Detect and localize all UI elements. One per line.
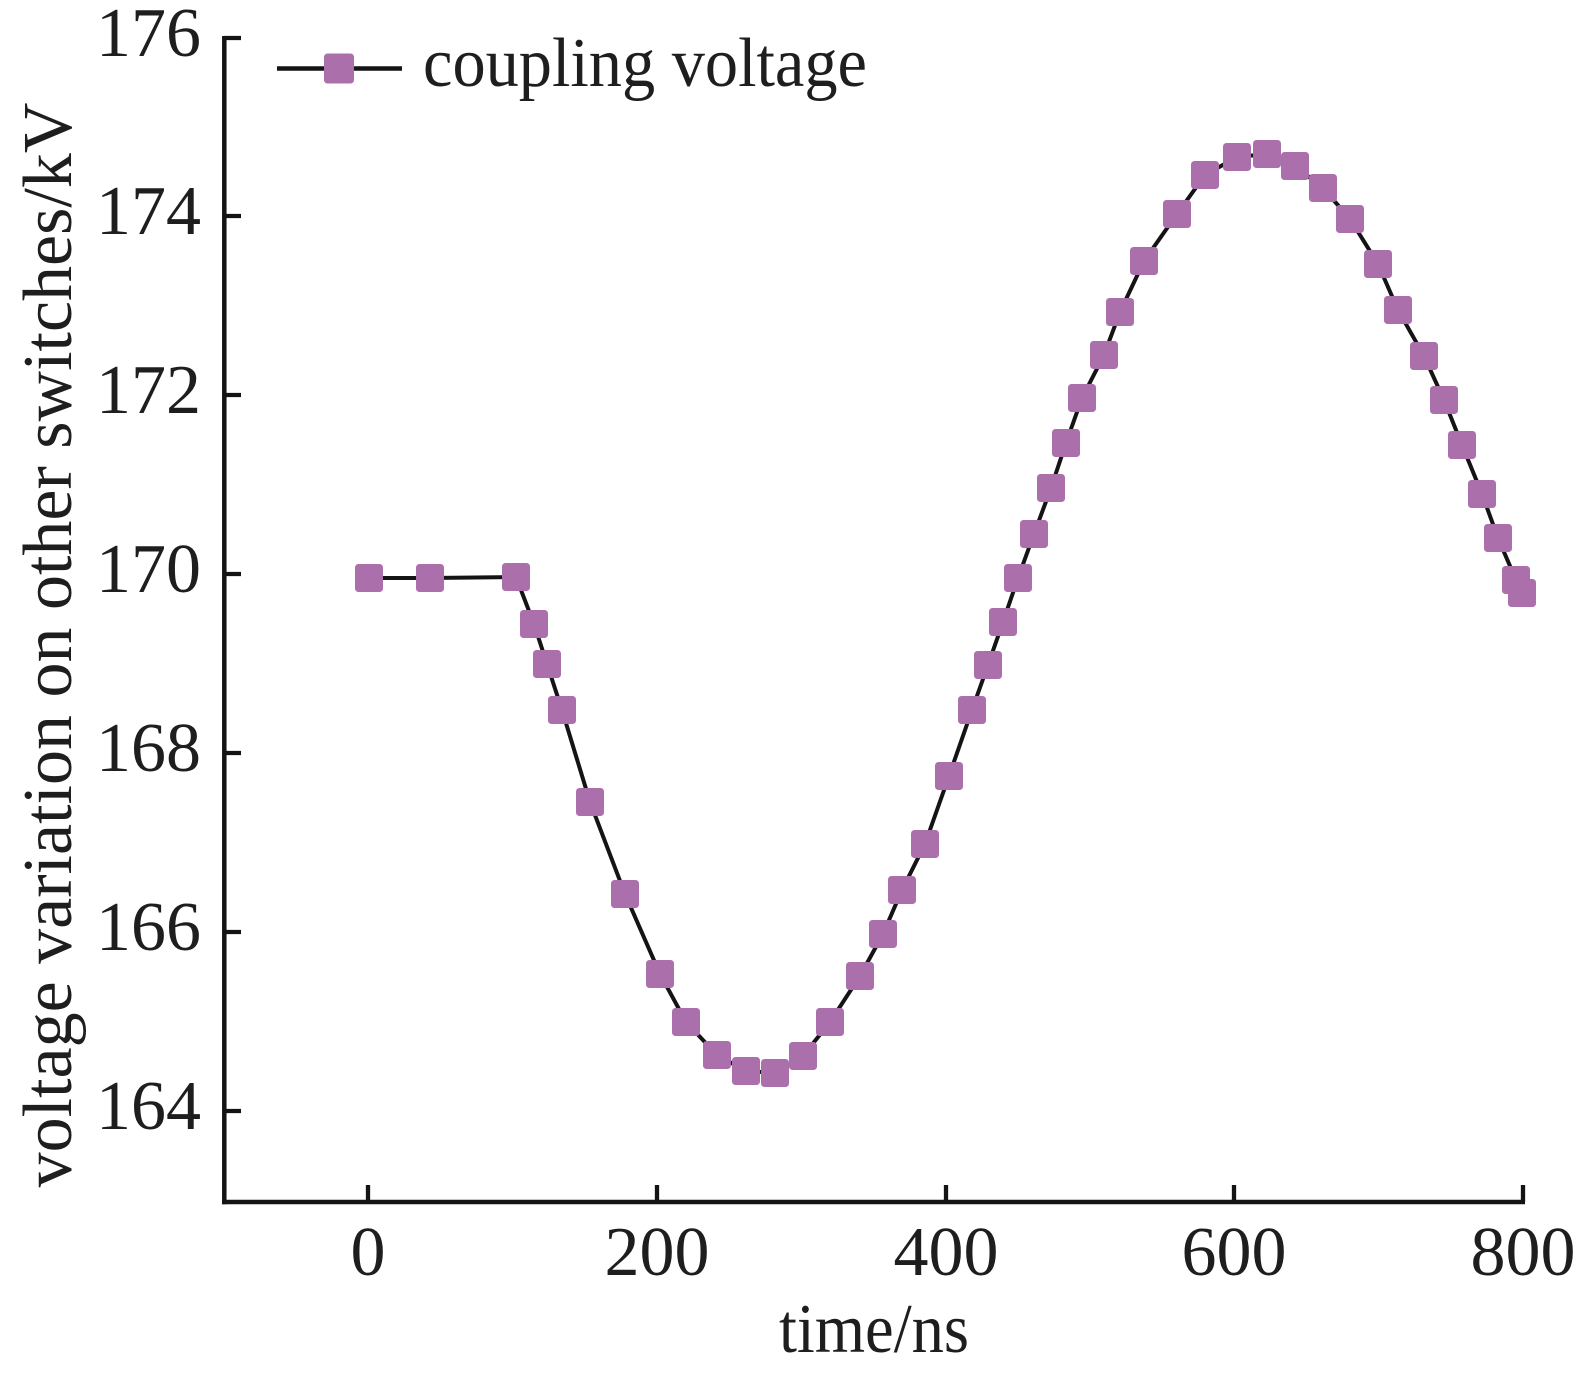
svg-text:400: 400	[894, 1214, 999, 1291]
svg-text:coupling voltage: coupling voltage	[423, 25, 867, 102]
svg-text:0: 0	[351, 1214, 386, 1291]
svg-text:600: 600	[1182, 1214, 1287, 1291]
svg-text:170: 170	[96, 531, 201, 608]
svg-text:time/ns: time/ns	[779, 1291, 969, 1368]
svg-text:174: 174	[96, 173, 201, 250]
svg-text:voltage variation on other swi: voltage variation on other switches/kV	[10, 103, 87, 1188]
svg-text:164: 164	[96, 1068, 201, 1145]
svg-text:176: 176	[96, 0, 201, 72]
svg-text:200: 200	[605, 1214, 710, 1291]
svg-text:800: 800	[1471, 1214, 1576, 1291]
svg-text:166: 166	[96, 889, 201, 966]
svg-text:168: 168	[96, 710, 201, 787]
svg-text:172: 172	[96, 352, 201, 429]
